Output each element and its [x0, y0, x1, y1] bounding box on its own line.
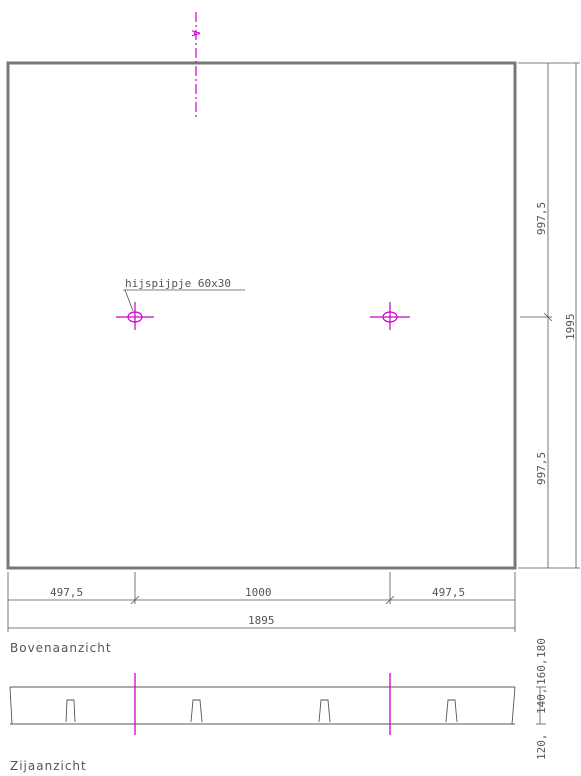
lifting-hole-left — [116, 302, 154, 330]
dim-thickness-a: 180 — [535, 638, 548, 658]
dim-bottom-right: 497,5 — [432, 586, 465, 599]
dim-thickness-c: 140, — [535, 688, 548, 715]
side-view — [9, 686, 516, 725]
dim-right-lower: 997,5 — [535, 452, 548, 485]
dim-right-total: 1995 — [564, 314, 577, 341]
lifting-hole-right — [370, 302, 410, 330]
dim-bottom-mid: 1000 — [245, 586, 272, 599]
plate-outline — [6, 61, 517, 570]
dim-bottom-left: 497,5 — [50, 586, 83, 599]
dim-thickness-d: 120, — [535, 734, 548, 761]
top-view-label: Bovenaanzicht — [10, 641, 112, 655]
hole-label-leader — [124, 289, 134, 312]
dim-right-upper: 997,5 — [535, 202, 548, 235]
section-marker-label: A — [189, 30, 202, 37]
dim-thickness-b: 160, — [535, 659, 548, 686]
bottom-dimension — [7, 572, 516, 632]
hole-label: hijspijpje 60x30 — [125, 277, 231, 290]
thickness-ticks — [536, 686, 546, 725]
right-dimension — [518, 62, 580, 569]
dim-bottom-total: 1895 — [248, 614, 275, 627]
side-view-label: Zijaanzicht — [10, 759, 87, 773]
